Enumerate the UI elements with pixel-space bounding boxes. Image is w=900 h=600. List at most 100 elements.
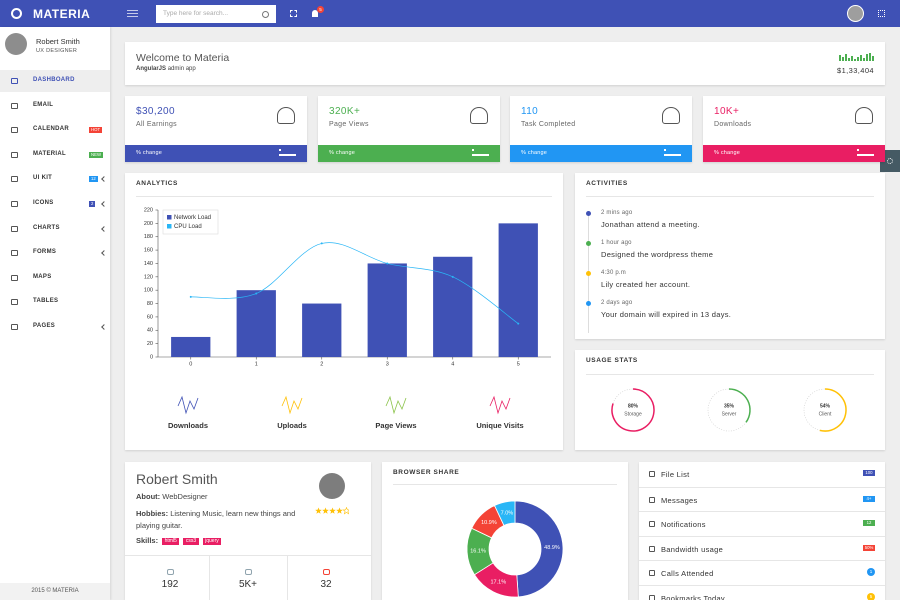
gauge-arc	[611, 388, 655, 432]
gauge-label: Storage	[624, 411, 642, 417]
welcome-title: Welcome to Materia	[136, 52, 230, 64]
y-tick-label: 80	[147, 301, 153, 307]
menu-item[interactable]: EMAIL	[0, 95, 110, 117]
link-badge: 50%	[863, 544, 875, 551]
menu-item[interactable]: MAPS	[0, 267, 110, 289]
apps-icon[interactable]	[878, 10, 885, 17]
user-name: Robert Smith	[36, 37, 80, 46]
search-box[interactable]: Type here for search...	[156, 5, 276, 23]
menu-item[interactable]: PAGES	[0, 316, 110, 338]
card-title: USAGE STATS	[586, 357, 638, 364]
stat-icon	[277, 107, 295, 124]
bar	[433, 256, 473, 357]
revenue-bars	[839, 53, 874, 61]
activity-time: 2 mins ago	[601, 210, 633, 216]
link-icon	[649, 595, 655, 600]
link-item[interactable]: Bookmarks Today 5	[639, 585, 885, 600]
skill-tag: jquery	[202, 537, 222, 545]
link-label: Messages	[661, 495, 698, 505]
link-icon	[649, 545, 655, 552]
line-point	[189, 295, 192, 298]
sparkline	[177, 395, 199, 415]
menu-icon	[11, 78, 18, 84]
sidebar: Robert Smith UX DESIGNER 2015 © MATERIA …	[0, 27, 110, 600]
link-item[interactable]: File List 100	[639, 462, 885, 486]
y-tick-label: 160	[144, 248, 153, 254]
notification-icon[interactable]	[312, 10, 318, 17]
x-tick-label: 1	[255, 361, 258, 367]
analytics-chart: 0 20 40 60 80 100 120 140 160 180 200 220 0 1 2 3 4 5 Netw…	[144, 207, 551, 430]
stat-icon	[470, 107, 488, 124]
link-item[interactable]: Notifications 12	[639, 511, 885, 535]
brand[interactable]: MATERIA	[33, 7, 91, 21]
link-icon	[649, 521, 655, 528]
menu-label: UI KIT	[33, 175, 53, 182]
line-point	[386, 262, 389, 265]
link-item[interactable]: Bandwidth usage 50%	[639, 535, 885, 560]
y-tick-label: 40	[147, 328, 153, 334]
menu-item[interactable]: DASHBOARD	[0, 70, 110, 92]
bar	[171, 336, 211, 357]
menu-icon	[11, 225, 18, 232]
logo[interactable]	[11, 8, 22, 19]
divider	[287, 555, 288, 600]
menu-item[interactable]: FORMS	[0, 242, 110, 264]
pie-label: 48.9%	[544, 545, 560, 551]
menu-item[interactable]: MATERIAL NEW	[0, 144, 110, 166]
stat-label: Page Views	[329, 121, 369, 128]
line-point	[451, 275, 454, 278]
usage-chart: 80% Storage 35% Server 54% Client	[611, 388, 847, 432]
submenu-chevron	[101, 324, 107, 330]
search-icon[interactable]	[262, 11, 269, 18]
menu-badge: 12	[89, 176, 98, 183]
timeline-dot	[585, 241, 591, 246]
gauge-value: 35%	[724, 403, 735, 409]
settings-icon	[887, 158, 893, 164]
menu-item[interactable]: TABLES	[0, 291, 110, 313]
link-label: Notifications	[661, 520, 706, 530]
link-icon	[649, 471, 655, 477]
divider	[586, 196, 874, 197]
menu-icon	[11, 250, 18, 257]
link-item[interactable]: Messages 4+	[639, 486, 885, 511]
menu-label: FORMS	[33, 249, 57, 256]
menu-label: PAGES	[33, 323, 56, 329]
stat-card: 320K+ Page Views % change	[318, 96, 500, 162]
strip-icon	[857, 149, 874, 156]
stat-change: % change	[329, 150, 356, 156]
menu-item[interactable]: UI KIT 12	[0, 168, 110, 190]
settings-tab[interactable]	[880, 150, 900, 172]
stat-value: 10K+	[714, 106, 740, 117]
fullscreen-icon[interactable]	[290, 10, 297, 17]
submenu-chevron	[101, 201, 107, 207]
user-avatar[interactable]	[847, 5, 864, 22]
links-card: File List 100 Messages 4+ Notifications 12 Ban…	[639, 462, 885, 600]
legend-swatch	[167, 224, 172, 229]
menu-icon	[11, 324, 18, 330]
link-label: Calls Attended	[661, 569, 714, 579]
menu-item[interactable]: ICONS 2	[0, 193, 110, 215]
submenu-chevron	[101, 225, 107, 232]
sparkline-label: Page Views	[375, 421, 416, 430]
pie-slice	[494, 500, 516, 527]
skills-label: Skills:	[136, 536, 159, 545]
profile-stat: 192	[161, 579, 179, 590]
link-badge: 1	[867, 568, 875, 577]
gauge-label: Client	[819, 411, 832, 417]
menu-toggle[interactable]	[127, 10, 138, 17]
divider	[136, 196, 552, 197]
x-tick-label: 4	[451, 361, 454, 367]
link-item[interactable]: Calls Attended 1	[639, 560, 885, 584]
welcome-amount: $1,33,404	[837, 66, 874, 75]
strip-icon	[472, 149, 489, 156]
menu-item[interactable]: CALENDAR HOT	[0, 119, 110, 141]
y-tick-label: 200	[144, 221, 153, 227]
stat-card: $30,200 All Earnings % change	[125, 96, 307, 162]
link-icon	[649, 496, 655, 503]
y-tick-label: 100	[144, 288, 153, 294]
x-tick-label: 0	[189, 361, 192, 367]
stat-change: % change	[521, 150, 548, 156]
menu-item[interactable]: CHARTS	[0, 218, 110, 240]
link-icon	[649, 570, 655, 577]
activity-text: Jonathan attend a meeting.	[601, 220, 700, 229]
